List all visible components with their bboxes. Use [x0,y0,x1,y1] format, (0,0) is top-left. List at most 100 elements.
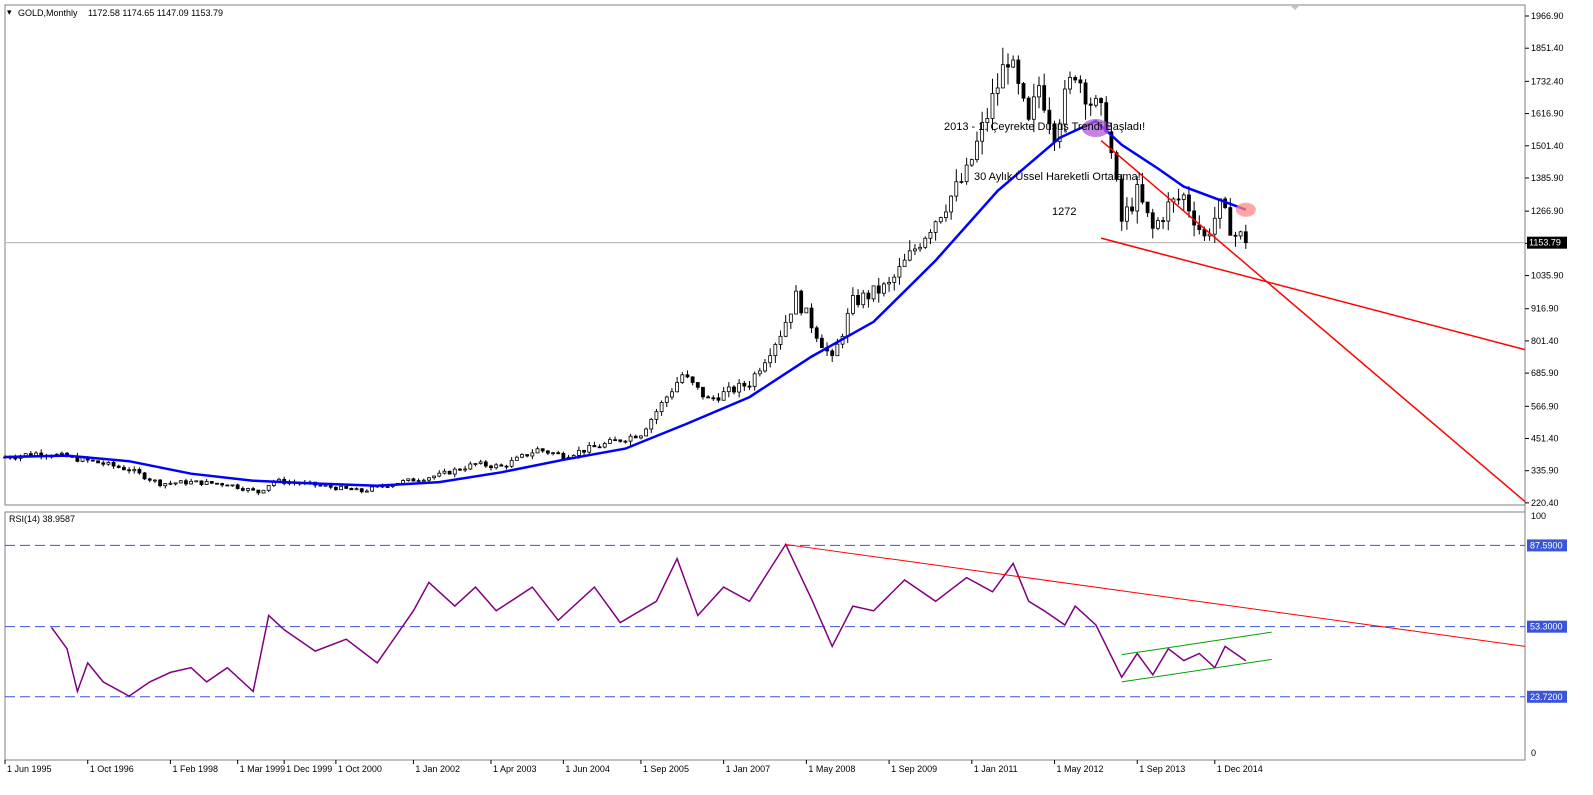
rsi-chart-layer [5,542,1526,698]
time-axis-label: 1 Sep 2013 [1139,764,1185,774]
candle-body-2004-11 [587,445,592,453]
candle-body-1998-01 [163,483,168,487]
candle-body-2013-07 [1125,206,1129,222]
candle-body-2007-03 [732,386,736,393]
candle-body-1997-01 [101,462,106,465]
candle-body-2014-01 [1156,220,1160,229]
rsi-axis-label: 0 [1531,748,1536,758]
rsi-channel-line-2[interactable] [1121,631,1272,656]
candle-body-2011-03 [980,122,985,142]
candle-body-1998-05 [184,480,188,485]
candle-body-2013-11 [1145,201,1150,214]
candle-body-2001-08 [385,486,390,488]
candle-body-2014-07 [1187,194,1191,212]
candle-body-2013-04 [1109,131,1114,154]
candle-body-2009-05 [866,292,871,300]
rsi-channel-line-1[interactable] [1121,658,1272,683]
candle-body-1998-10 [209,481,214,484]
candle-body-2012-06 [1057,123,1062,142]
candle-body-2001-05 [370,486,374,492]
chart-shift-icon[interactable] [1290,5,1300,10]
candle-body-2012-09 [1073,76,1078,81]
candle-body-2008-01 [783,321,788,337]
candle-body-2001-04 [365,490,369,493]
candle-body-2013-08 [1130,206,1134,212]
candle-body-2005-01 [597,446,602,449]
price-axis-label: 801.40 [1531,336,1559,346]
candle-body-1997-12 [158,479,163,487]
price-chart-layer [3,47,1526,503]
symbol-arrow-icon[interactable]: ▾ [7,7,12,17]
rsi-level-label: 23.7200 [1530,692,1563,702]
candle-body-1999-06 [251,488,256,491]
candle-body-2010-01 [907,250,912,261]
candle-body-2010-03 [918,246,923,250]
candle-body-2005-04 [613,439,617,442]
candle-body-2011-10 [1016,59,1021,84]
candle-body-2009-02 [850,295,855,314]
candle-body-2007-05 [742,382,747,387]
price-axis-label: 1501.40 [1531,141,1564,151]
time-axis-label: 1 Apr 2003 [493,764,537,774]
candle-body-2012-07 [1062,88,1067,125]
price-axis-label: 1616.90 [1531,109,1564,119]
price-axis-label: 335.90 [1531,466,1559,476]
time-axis-label: 1 May 2008 [808,764,855,774]
candle-body-2006-12 [716,397,721,401]
candle-body-2010-04 [923,237,928,248]
candle-body-1999-07 [256,489,261,494]
candle-body-2005-05 [618,439,623,442]
candle-body-1996-11 [90,459,95,462]
price-trendline-1[interactable] [1100,140,1526,503]
candle-body-2011-09 [1011,59,1016,68]
candle-body-2003-05 [494,464,499,469]
time-axis-label: 1 Jan 2011 [974,764,1018,774]
candle-body-2003-12 [530,452,535,457]
candle-body-2006-07 [690,376,695,383]
candle-body-2000-12 [344,485,349,489]
candle-body-1999-02 [230,484,235,487]
candle-body-2015-05 [1238,231,1243,237]
candle-body-2005-03 [607,439,612,444]
candle-body-2007-12 [778,335,783,345]
candle-body-2008-05 [804,307,809,314]
candle-body-2002-05 [432,475,437,479]
candle-body-2007-01 [721,391,726,401]
price-axis-label: 220.40 [1531,498,1559,508]
candle-body-2003-11 [525,454,530,457]
time-axis-label: 1 Jun 2004 [565,764,610,774]
candle-body-2005-12 [654,411,659,420]
candle-body-2003-01 [473,463,478,465]
candle-body-2003-08 [509,459,514,467]
candle-body-1997-05 [122,467,126,471]
candle-body-2004-05 [556,452,561,455]
candle-body-2005-11 [649,418,654,430]
price-trendline-2[interactable] [1100,237,1526,351]
candle-body-2007-08 [757,370,762,375]
candle-body-2001-03 [359,488,364,493]
candle-body-1997-04 [116,465,121,468]
candle-body-2004-06 [561,452,566,460]
time-axis-label: 1 Dec 1999 [286,764,332,774]
candle-body-2014-05 [1176,198,1181,201]
candle-body-1998-09 [204,481,209,485]
price-axis-label: 1035.90 [1531,271,1564,281]
candle-body-2010-09 [949,195,954,213]
candle-body-1998-06 [189,480,194,485]
candle-body-2005-09 [639,435,643,439]
candle-body-2012-04 [1047,109,1052,125]
candle-body-2009-07 [876,285,881,294]
price-axis-label: 916.90 [1531,304,1559,314]
candle-body-1999-03 [235,484,240,489]
main-pane-frame [4,4,1526,506]
price-axis-label: 451.40 [1531,433,1559,443]
candle-body-2014-02 [1161,220,1165,222]
rsi-trendline-1[interactable] [785,543,1526,647]
candle-body-2010-05 [928,231,933,239]
candle-body-2015-04 [1233,234,1238,237]
candle-body-2009-11 [897,266,902,278]
candle-body-2009-08 [882,283,886,294]
candle-body-2006-02 [664,396,669,403]
